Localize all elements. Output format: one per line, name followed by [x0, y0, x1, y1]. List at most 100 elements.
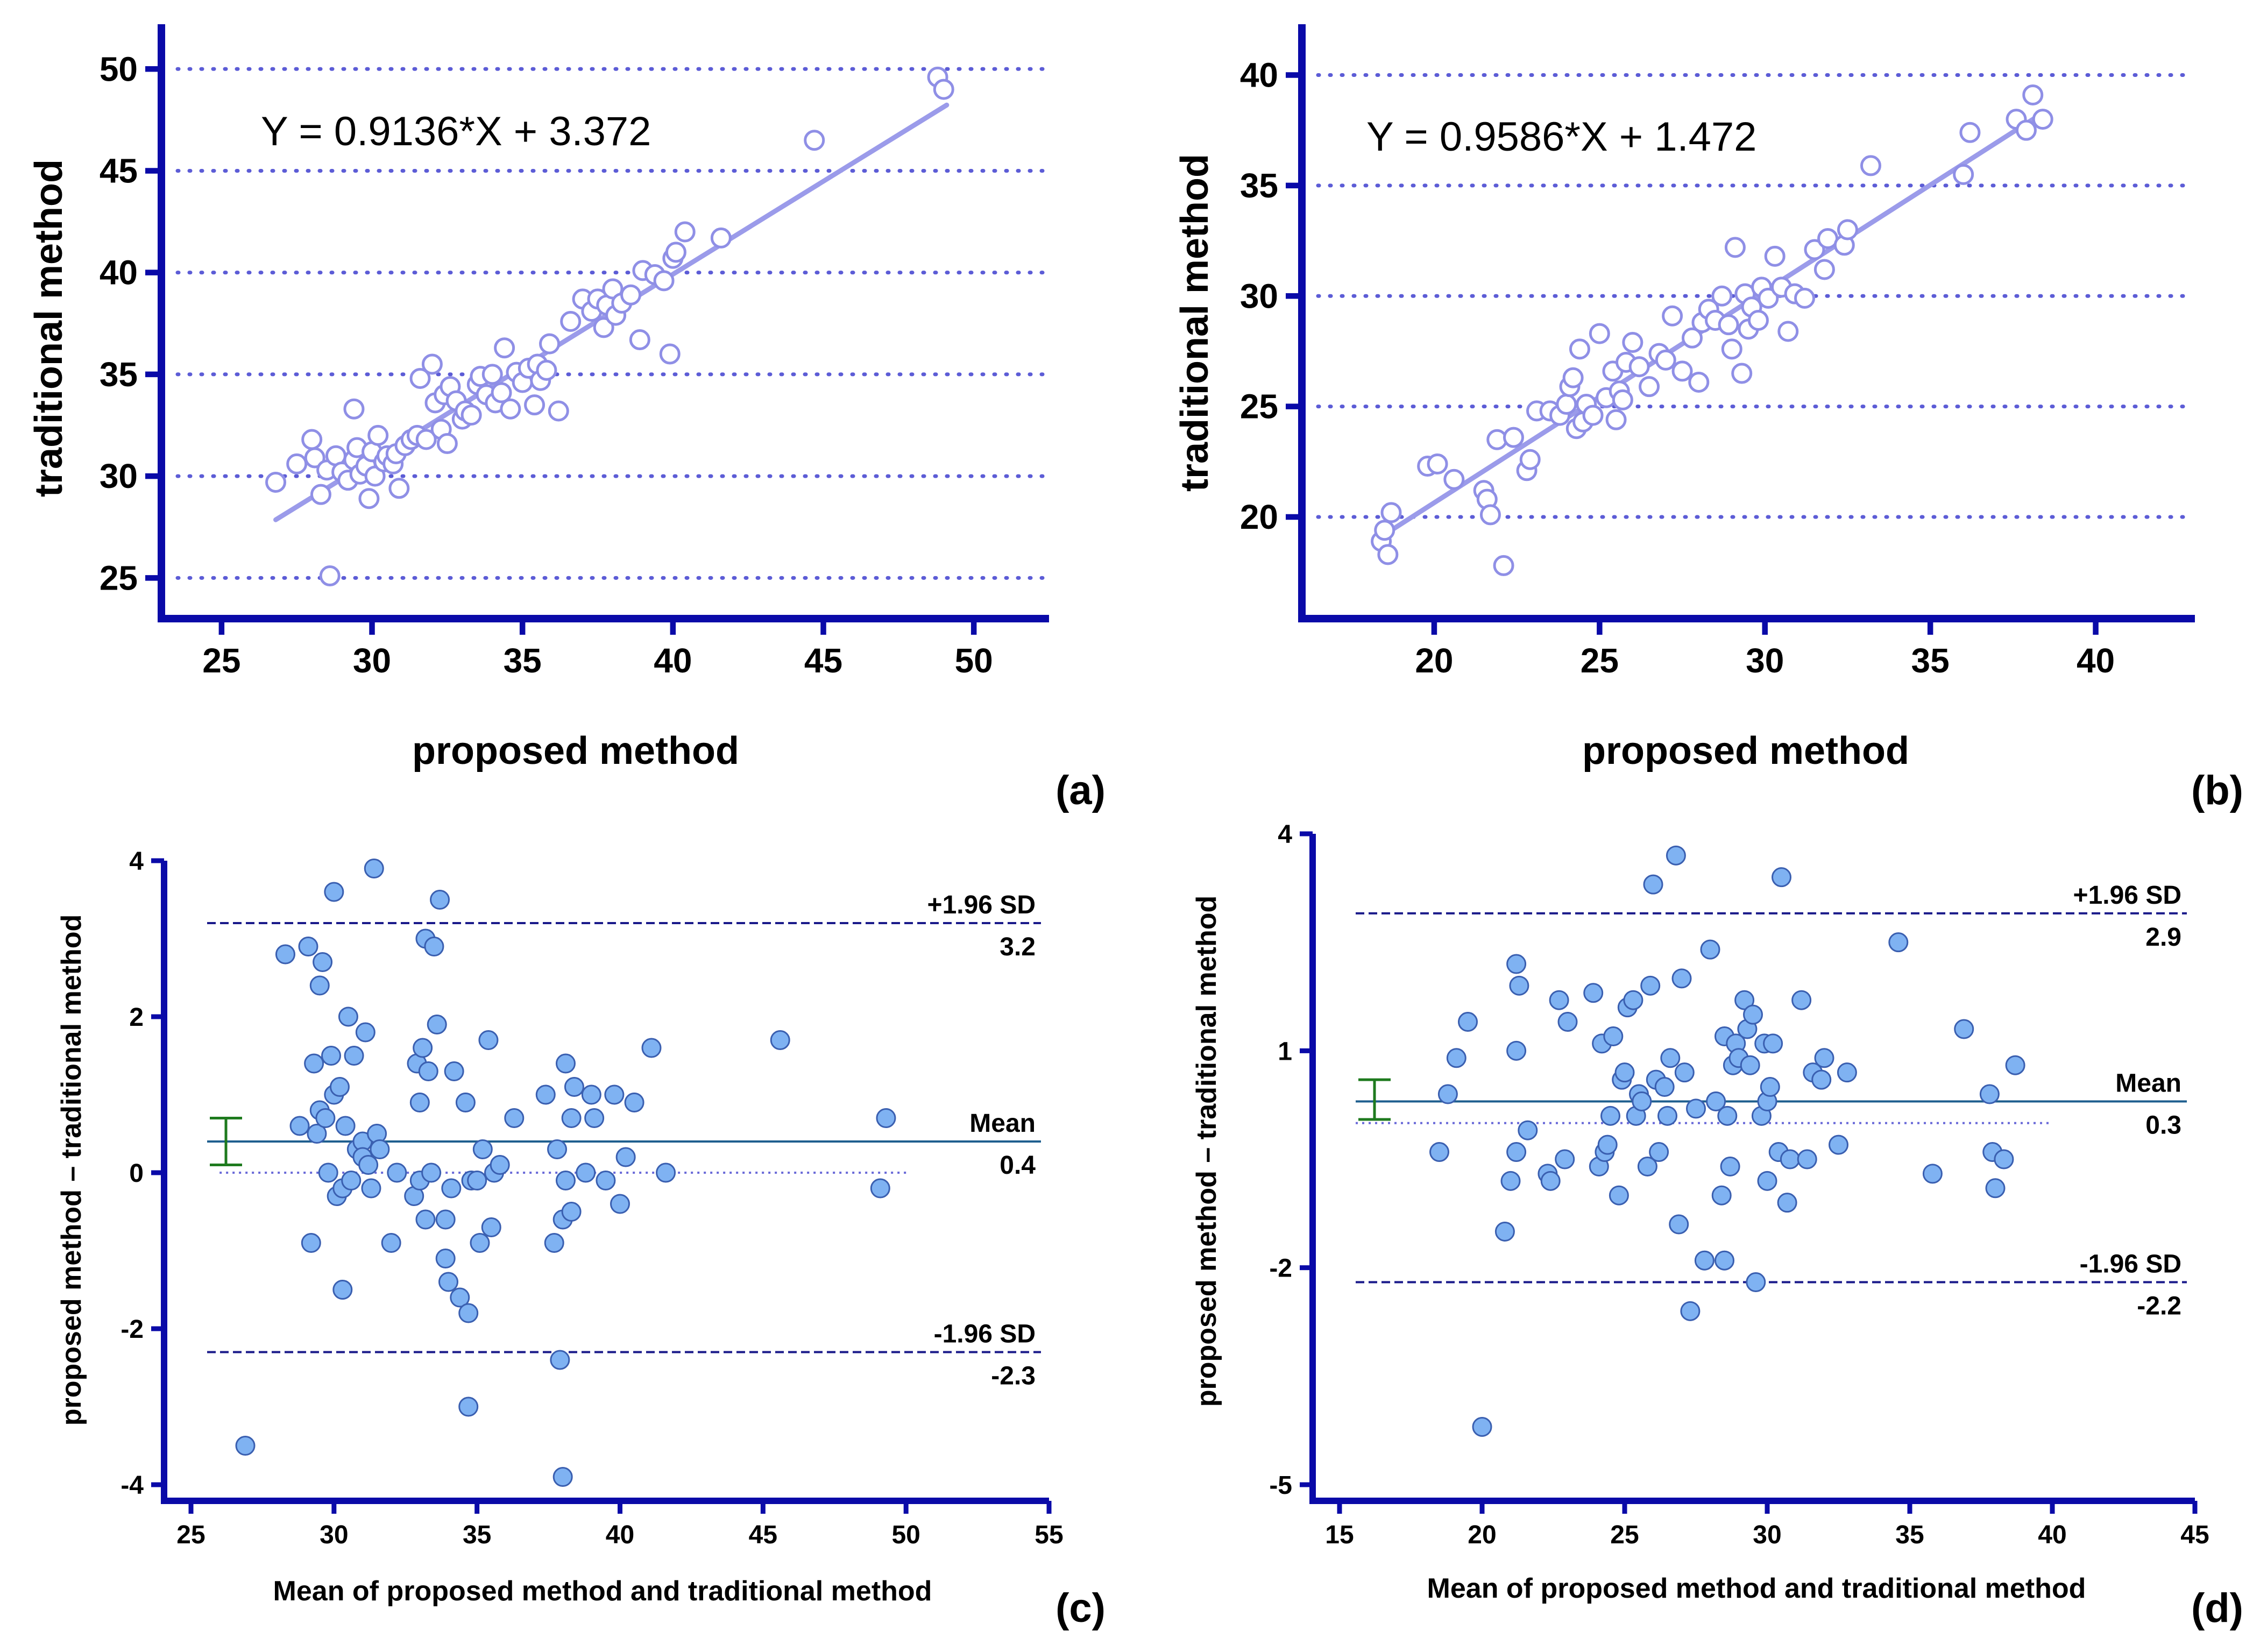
panel-b-point	[1503, 427, 1524, 448]
panel-c-point	[535, 1084, 556, 1105]
panel-c-point	[430, 890, 450, 910]
panel-c-upper-value: 3.2	[1000, 933, 1036, 961]
panel-c-point	[321, 1046, 342, 1066]
panel-b-point	[1493, 555, 1514, 576]
panel-c-point	[564, 1077, 584, 1097]
panel-c-mean-value: 0.4	[1000, 1151, 1036, 1180]
panel-c-point	[318, 1162, 338, 1183]
panel-d-point	[1717, 1105, 1738, 1126]
panel-b-tag: (b)	[2191, 768, 2243, 813]
panel-b-point	[1731, 363, 1753, 384]
panel-d-tag: (d)	[2191, 1585, 2243, 1631]
panel-c-point	[358, 1155, 379, 1175]
panel-d-line-labels: +1.96 SD 2.9 Mean 0.3 -1.96 SD -2.2	[2073, 881, 2181, 1321]
panel-c-point	[656, 1162, 676, 1183]
panel-d-point	[1694, 1250, 1715, 1271]
panel-d-point	[1706, 1091, 1726, 1111]
panel-c-point	[552, 1467, 573, 1487]
panel-d-ylabel: proposed method – traditional method	[1191, 896, 1222, 1407]
panel-d-xlabel: Mean of proposed method and traditional …	[1427, 1573, 2086, 1604]
panel-c-x-tick-label: 30	[320, 1521, 348, 1549]
panel-c-points	[235, 859, 896, 1487]
panel-b-point	[1681, 327, 1703, 349]
panel-a-y-tick-label: 50	[100, 49, 138, 88]
panel-d-point	[1549, 990, 1569, 1010]
panel-a-point	[593, 317, 614, 338]
panel-b-point	[1837, 219, 1858, 240]
panel-b-y-tick-label: 20	[1240, 498, 1278, 536]
panel-d-point	[1715, 1250, 1734, 1271]
panel-d-point	[1954, 1019, 1974, 1039]
panel-c-point	[596, 1171, 616, 1190]
panel-a-x-tick-label: 40	[654, 641, 692, 680]
panel-c-point	[576, 1162, 596, 1183]
panel-c-point	[361, 1178, 381, 1199]
panel-c-point	[364, 859, 384, 878]
panel-d-mean-name: Mean	[2115, 1069, 2181, 1097]
panel-c-point	[450, 1287, 470, 1308]
panel-d-x-tick-label: 35	[1895, 1521, 1924, 1549]
panel-c-point	[335, 1116, 356, 1136]
panel-d-point	[1743, 1004, 1763, 1025]
panel-b-point	[1628, 356, 1650, 378]
panel-d-point	[1922, 1164, 1943, 1184]
panel-b-point	[1688, 371, 1710, 393]
panel-c-point	[332, 1280, 353, 1300]
panel-d-lower-name: -1.96 SD	[2080, 1250, 2181, 1279]
panel-d-mean-value: 0.3	[2145, 1111, 2181, 1139]
panel-b-point	[1671, 360, 1693, 382]
panel-b-point	[1605, 409, 1627, 430]
panel-c-point	[338, 1006, 358, 1027]
panel-c-point	[324, 882, 344, 902]
panel-c-point	[547, 1139, 568, 1159]
panel-b-point	[1777, 321, 1799, 342]
panel-d-point	[1654, 1077, 1675, 1097]
panel-d-point	[1746, 1272, 1766, 1293]
panel-a-point	[653, 270, 675, 292]
panel-a-ticks: 25 30 35 40 45 50 25 30 35 40 45 50	[100, 49, 993, 680]
panel-c-point	[307, 1124, 327, 1144]
panel-c-point	[418, 1061, 438, 1081]
panel-a-point	[481, 364, 503, 385]
panel-d-point	[1446, 1048, 1466, 1068]
panel-c-point	[458, 1303, 479, 1323]
panel-b-point	[1622, 332, 1643, 353]
panel-b-point	[1655, 349, 1676, 371]
panel-c-point	[387, 1162, 407, 1183]
panel-a-y-tick-label: 30	[100, 457, 138, 495]
panel-b-point	[1443, 469, 1465, 490]
panel-a-point	[804, 130, 825, 151]
panel-a-point	[491, 382, 512, 403]
panel-a-point	[659, 343, 681, 365]
panel-d-point	[1600, 1105, 1620, 1126]
panel-c-point	[470, 1233, 490, 1253]
panel-a-point	[436, 433, 458, 455]
panel-c-point	[641, 1038, 662, 1058]
panel-a-equation: Y = 0.9136*X + 3.372	[261, 109, 651, 154]
panel-c-y-tick-label: 2	[129, 1003, 144, 1032]
panel-d-point	[1597, 1135, 1618, 1155]
panel-a-point	[620, 284, 642, 306]
panel-b-y-tick-label: 35	[1240, 166, 1278, 205]
panel-b-point	[2032, 109, 2053, 130]
panel-d-y-tick-label: -5	[1269, 1471, 1292, 1500]
panel-a-point	[674, 221, 696, 243]
panel-a-point	[548, 400, 569, 422]
panel-d-x-tick-label: 40	[2038, 1521, 2066, 1549]
panel-c-point	[615, 1147, 636, 1167]
panel-c-point	[370, 1139, 390, 1159]
panel-a-x-tick-label: 50	[955, 641, 993, 680]
panel-b-point	[1569, 338, 1590, 360]
panel-d-point	[1674, 1062, 1695, 1083]
panel-d-point	[1669, 1214, 1689, 1235]
panel-d-x-tick-label: 15	[1325, 1521, 1354, 1549]
panel-d-point	[1437, 1084, 1458, 1104]
panel-c-y-tick-label: 0	[129, 1159, 144, 1188]
panel-c-point	[444, 1061, 464, 1081]
panel-a-y-tick-label: 45	[100, 151, 138, 190]
panel-c-point	[584, 1108, 605, 1128]
panel-c-point	[624, 1093, 644, 1112]
panel-c-point	[478, 1030, 499, 1050]
panel-a-point	[304, 447, 325, 469]
